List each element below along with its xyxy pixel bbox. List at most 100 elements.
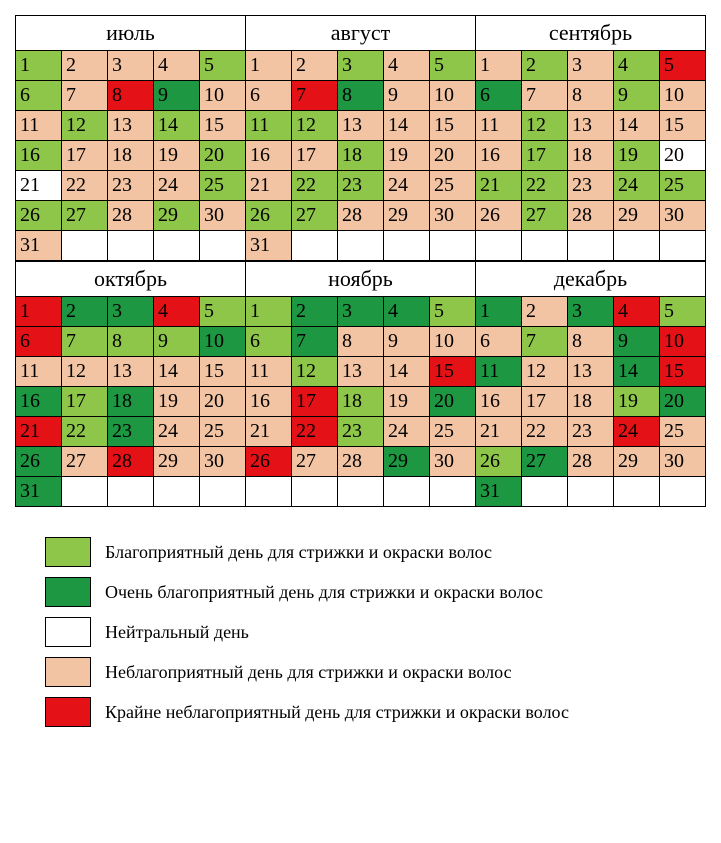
day-cell: 17 (62, 141, 108, 171)
day-cell: 16 (246, 387, 292, 417)
calendar-wrapper: июль123456789101112131415161718192021222… (15, 15, 706, 507)
day-cell: 16 (16, 141, 62, 171)
day-cell: 20 (430, 387, 476, 417)
day-cell: 6 (246, 327, 292, 357)
legend-text: Неблагоприятный день для стрижки и окрас… (105, 662, 512, 683)
day-cell: 19 (614, 141, 660, 171)
day-cell: 4 (154, 51, 200, 81)
day-cell: 28 (568, 201, 614, 231)
day-cell: 27 (522, 447, 568, 477)
day-cell: 16 (476, 141, 522, 171)
month-header: июль (15, 15, 246, 50)
month-grid: 1234567891011121314151617181920212223242… (246, 296, 476, 507)
day-cell: 5 (430, 297, 476, 327)
day-cell: 31 (16, 231, 62, 261)
day-cell: 25 (200, 417, 246, 447)
months-row-1: июль123456789101112131415161718192021222… (15, 15, 706, 261)
month-header: сентябрь (476, 15, 706, 50)
legend-item: Неблагоприятный день для стрижки и окрас… (15, 657, 706, 687)
day-cell: 11 (476, 111, 522, 141)
day-cell: 14 (614, 357, 660, 387)
day-cell: 11 (16, 111, 62, 141)
day-cell: 4 (154, 297, 200, 327)
day-cell: 27 (522, 201, 568, 231)
day-cell: 20 (660, 387, 706, 417)
day-cell: 16 (476, 387, 522, 417)
day-cell: 6 (476, 327, 522, 357)
day-cell: 17 (522, 387, 568, 417)
day-cell (384, 231, 430, 261)
day-cell: 13 (108, 111, 154, 141)
day-cell: 18 (338, 141, 384, 171)
legend-text: Крайне неблагоприятный день для стрижки … (105, 702, 569, 723)
day-cell: 12 (62, 111, 108, 141)
legend-swatch (45, 617, 91, 647)
day-cell: 26 (476, 201, 522, 231)
day-cell: 29 (154, 447, 200, 477)
day-cell: 14 (154, 111, 200, 141)
month-header: ноябрь (246, 261, 476, 296)
day-cell: 26 (246, 447, 292, 477)
day-cell: 1 (246, 297, 292, 327)
day-cell: 28 (568, 447, 614, 477)
day-cell: 17 (292, 387, 338, 417)
day-cell: 7 (292, 327, 338, 357)
day-cell: 21 (246, 171, 292, 201)
day-cell: 24 (384, 417, 430, 447)
day-cell: 28 (108, 201, 154, 231)
day-cell: 8 (568, 81, 614, 111)
day-cell: 31 (476, 477, 522, 507)
day-cell: 26 (246, 201, 292, 231)
day-cell: 25 (430, 417, 476, 447)
day-cell (108, 477, 154, 507)
legend-swatch (45, 577, 91, 607)
month-grid: 1234567891011121314151617181920212223242… (476, 296, 706, 507)
day-cell: 8 (338, 81, 384, 111)
day-cell: 11 (476, 357, 522, 387)
day-cell: 25 (660, 171, 706, 201)
day-cell: 7 (292, 81, 338, 111)
day-cell: 10 (430, 81, 476, 111)
legend-swatch (45, 537, 91, 567)
day-cell: 13 (568, 111, 614, 141)
day-cell (522, 477, 568, 507)
legend-text: Благоприятный день для стрижки и окраски… (105, 542, 492, 563)
day-cell: 18 (108, 387, 154, 417)
day-cell: 2 (522, 297, 568, 327)
day-cell: 24 (384, 171, 430, 201)
legend-item: Очень благоприятный день для стрижки и о… (15, 577, 706, 607)
day-cell: 7 (62, 81, 108, 111)
day-cell: 3 (108, 51, 154, 81)
day-cell: 18 (338, 387, 384, 417)
day-cell: 13 (568, 357, 614, 387)
day-cell: 2 (62, 51, 108, 81)
day-cell: 6 (16, 81, 62, 111)
day-cell: 15 (430, 357, 476, 387)
day-cell (384, 477, 430, 507)
day-cell: 27 (62, 201, 108, 231)
day-cell: 22 (62, 417, 108, 447)
day-cell: 8 (108, 81, 154, 111)
day-cell: 7 (522, 327, 568, 357)
day-cell: 18 (108, 141, 154, 171)
day-cell: 14 (384, 357, 430, 387)
day-cell: 1 (16, 297, 62, 327)
day-cell: 4 (384, 51, 430, 81)
day-cell (108, 231, 154, 261)
day-cell: 15 (200, 111, 246, 141)
day-cell: 6 (476, 81, 522, 111)
legend-swatch (45, 697, 91, 727)
months-row-2: октябрь123456789101112131415161718192021… (15, 261, 706, 507)
legend-item: Крайне неблагоприятный день для стрижки … (15, 697, 706, 727)
day-cell: 10 (200, 327, 246, 357)
day-cell (568, 231, 614, 261)
day-cell (292, 477, 338, 507)
day-cell: 1 (16, 51, 62, 81)
legend-item: Благоприятный день для стрижки и окраски… (15, 537, 706, 567)
day-cell: 20 (430, 141, 476, 171)
day-cell (338, 477, 384, 507)
day-cell: 12 (292, 357, 338, 387)
day-cell: 26 (476, 447, 522, 477)
day-cell: 19 (154, 141, 200, 171)
day-cell: 10 (200, 81, 246, 111)
